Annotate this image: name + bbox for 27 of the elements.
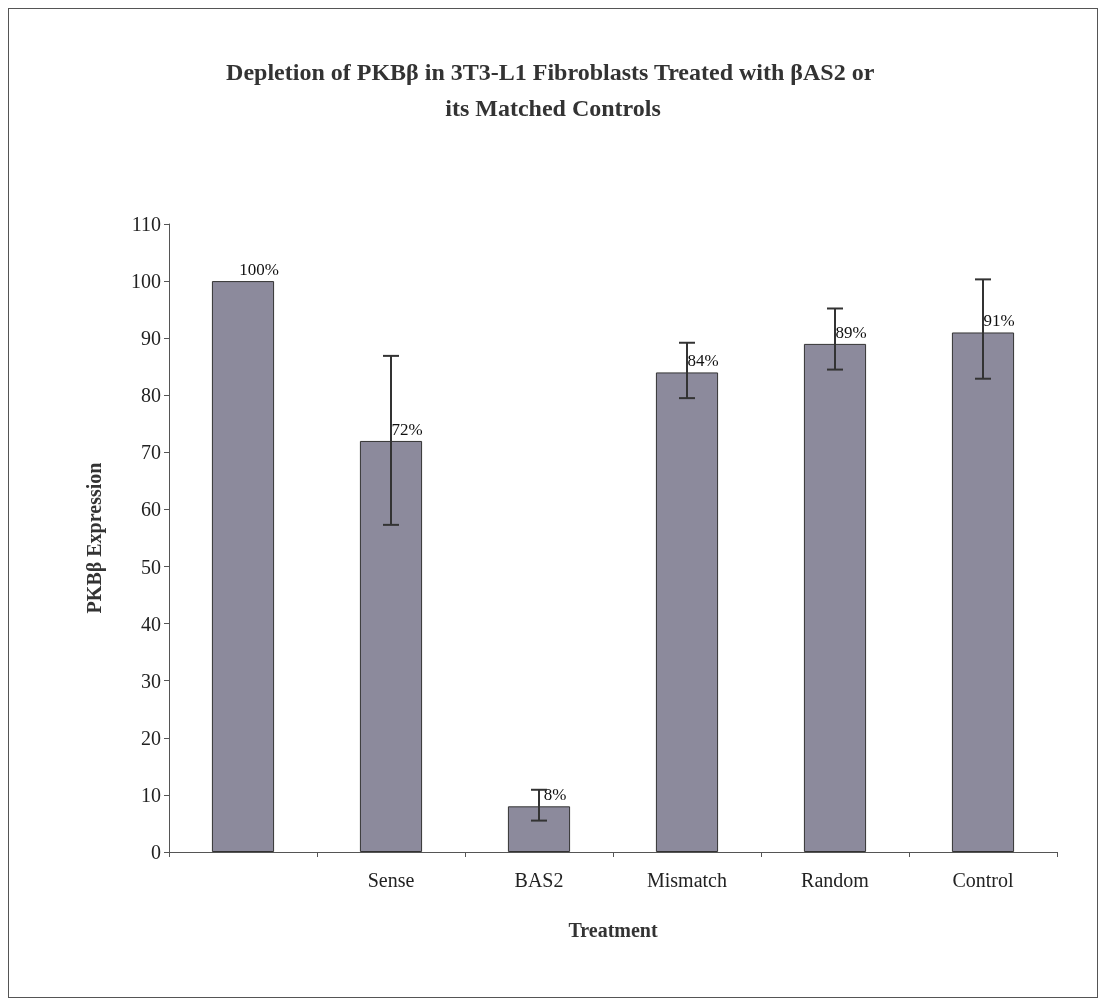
y-tick-label: 90 <box>141 327 161 350</box>
y-axis-title: PKBβ Expression <box>83 462 106 614</box>
x-axis-title: Treatment <box>568 919 658 941</box>
data-label: 84% <box>687 351 719 371</box>
data-label: 72% <box>391 419 423 439</box>
y-tick-label: 60 <box>141 498 161 521</box>
y-tick-label: 20 <box>141 726 161 749</box>
y-tick-label: 10 <box>141 783 161 806</box>
y-tick-label: 40 <box>141 612 161 635</box>
data-label: 100% <box>239 260 279 280</box>
y-tick-label: 50 <box>141 555 161 578</box>
x-tick-label: Mismatch <box>647 869 727 891</box>
data-label: 91% <box>983 311 1015 331</box>
data-label: 8% <box>543 785 567 805</box>
x-tick-label: Sense <box>367 869 415 891</box>
bar <box>211 281 275 852</box>
x-tick-label: Control <box>952 869 1014 891</box>
y-tick-label: 110 <box>131 213 161 235</box>
y-tick-label: 70 <box>141 441 161 464</box>
x-tick-label: Random <box>801 869 870 891</box>
y-tick-label: 30 <box>141 669 161 692</box>
x-tick-label: BAS2 <box>514 869 564 891</box>
chart-title: Depletion of PKBβ in 3T3-L1 Fibroblasts Treated with βAS2 or its Matched Controls <box>226 59 880 121</box>
y-tick-label: 80 <box>141 384 161 407</box>
y-tick-label: 0 <box>151 841 161 863</box>
y-tick-label: 100 <box>131 270 161 293</box>
data-label: 89% <box>835 322 867 342</box>
